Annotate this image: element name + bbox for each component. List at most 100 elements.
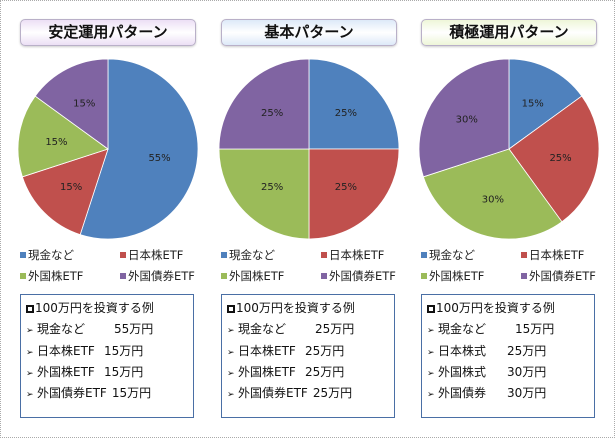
legend-swatch bbox=[421, 273, 427, 279]
arrow-bullet-icon: ➢ bbox=[26, 326, 34, 337]
example-row: ➢ 現金など 25万円 bbox=[227, 319, 389, 340]
example-row: ➢ 外国債券 30万円 bbox=[427, 383, 589, 404]
pie-chart: 15% 25% 30% 30% bbox=[418, 58, 600, 240]
legend-swatch bbox=[421, 252, 427, 258]
row-label: 外国株式 bbox=[438, 364, 487, 379]
arrow-bullet-icon: ➢ bbox=[427, 326, 435, 337]
legend-label: 外国株ETF bbox=[28, 269, 84, 283]
pie-slice bbox=[21, 148, 109, 236]
data-label: 15% bbox=[522, 98, 544, 109]
example-heading: 100万円を投資する例 bbox=[427, 298, 589, 319]
legend-swatch bbox=[120, 273, 126, 279]
data-label: 25% bbox=[335, 182, 357, 193]
row-label: 日本株ETF bbox=[37, 343, 95, 358]
example-row: ➢ 外国株ETF 15万円 bbox=[26, 362, 188, 383]
row-label: 外国株ETF bbox=[37, 364, 95, 379]
example-row: ➢ 外国株ETF 25万円 bbox=[227, 362, 389, 383]
arrow-bullet-icon: ➢ bbox=[26, 390, 34, 401]
arrow-bullet-icon: ➢ bbox=[26, 347, 34, 358]
pie-slice bbox=[17, 95, 109, 178]
legend-item: 外国債券ETF bbox=[321, 268, 396, 284]
legend-swatch bbox=[521, 273, 527, 279]
pattern-title: 安定運用パターン bbox=[20, 19, 196, 46]
data-label: 15% bbox=[60, 182, 82, 193]
arrow-bullet-icon: ➢ bbox=[26, 368, 34, 379]
arrow-bullet-icon: ➢ bbox=[227, 347, 235, 358]
legend-label: 現金など bbox=[28, 248, 74, 262]
example-row: ➢ 日本株式 25万円 bbox=[427, 341, 589, 362]
legend-item: 日本株ETF bbox=[321, 247, 384, 263]
legend-label: 外国株ETF bbox=[229, 269, 285, 283]
legend-label: 現金など bbox=[429, 248, 475, 262]
data-label: 15% bbox=[45, 137, 67, 148]
legend-swatch bbox=[20, 252, 26, 258]
legend-item: 外国債券ETF bbox=[120, 268, 195, 284]
legend-item: 外国株ETF bbox=[221, 268, 284, 284]
row-label: 日本株式 bbox=[438, 343, 487, 358]
legend-swatch bbox=[321, 252, 327, 258]
data-label: 25% bbox=[335, 108, 357, 119]
legend-swatch bbox=[321, 273, 327, 279]
legend-item: 現金など bbox=[221, 247, 275, 263]
legend-item: 現金など bbox=[421, 247, 475, 263]
example-row: ➢ 日本株ETF 25万円 bbox=[227, 341, 389, 362]
example-heading: 100万円を投資する例 bbox=[227, 298, 389, 319]
row-amount: 30万円 bbox=[507, 386, 547, 401]
pattern-title: 基本パターン bbox=[221, 19, 397, 46]
row-label: 外国債券 bbox=[438, 386, 487, 401]
row-label: 現金など bbox=[438, 322, 487, 337]
heading-text: 100万円を投資する例 bbox=[436, 301, 555, 315]
row-label: 日本株ETF bbox=[238, 343, 296, 358]
data-label: 55% bbox=[148, 153, 170, 164]
row-amount: 15万円 bbox=[104, 343, 144, 358]
pie-slice bbox=[218, 58, 310, 150]
legend-swatch bbox=[221, 273, 227, 279]
arrow-bullet-icon: ➢ bbox=[427, 347, 435, 358]
row-amount: 15万円 bbox=[111, 386, 152, 401]
arrow-bullet-icon: ➢ bbox=[427, 368, 435, 379]
row-label: 現金など bbox=[238, 322, 287, 337]
pie-slice bbox=[418, 58, 510, 178]
pie-slice bbox=[508, 95, 600, 223]
legend-label: 外国債券ETF bbox=[329, 269, 396, 283]
row-label: 外国株ETF bbox=[238, 364, 296, 379]
pattern-column: 安定運用パターン 55% 15% 15% 15% 現金など 日本株ETF 外国株ETF 外国債券… bbox=[17, 1, 199, 437]
example-row: ➢ 外国債券ETF 15万円 bbox=[26, 383, 188, 404]
row-amount: 30万円 bbox=[507, 364, 547, 379]
legend-swatch bbox=[221, 252, 227, 258]
legend-item: 外国株ETF bbox=[20, 268, 83, 284]
pie-slice bbox=[79, 58, 199, 240]
row-amount: 25万円 bbox=[312, 386, 353, 401]
row-amount: 25万円 bbox=[305, 364, 345, 379]
example-row: ➢ 現金など 15万円 bbox=[427, 319, 589, 340]
legend-swatch bbox=[20, 273, 26, 279]
legend-label: 外国債券ETF bbox=[529, 269, 596, 283]
pie-chart: 55% 15% 15% 15% bbox=[17, 58, 199, 240]
legend-label: 外国債券ETF bbox=[128, 269, 195, 283]
heading-text: 100万円を投資する例 bbox=[35, 301, 154, 315]
investment-example-box: 100万円を投資する例 ➢ 現金など 25万円 ➢ 日本株ETF 25万円 ➢ 外国株ETF 25… bbox=[221, 294, 395, 418]
legend-item: 外国債券ETF bbox=[521, 268, 596, 284]
legend-label: 現金など bbox=[229, 248, 275, 262]
example-row: ➢ 日本株ETF 15万円 bbox=[26, 341, 188, 362]
data-label: 30% bbox=[456, 114, 478, 125]
legend-label: 日本株ETF bbox=[329, 248, 385, 262]
legend-label: 日本株ETF bbox=[529, 248, 585, 262]
pattern-title: 積極運用パターン bbox=[421, 19, 597, 46]
data-label: 15% bbox=[73, 98, 95, 109]
pie-slice bbox=[308, 148, 400, 240]
pie-slice bbox=[422, 148, 563, 240]
arrow-bullet-icon: ➢ bbox=[227, 326, 235, 337]
legend-item: 現金など bbox=[20, 247, 74, 263]
pattern-column: 積極運用パターン 15% 25% 30% 30% 現金など 日本株ETF 外国株ETF 外国債券… bbox=[418, 1, 600, 437]
arrow-bullet-icon: ➢ bbox=[427, 390, 435, 401]
investment-example-box: 100万円を投資する例 ➢ 現金など 55万円 ➢ 日本株ETF 15万円 ➢ 外国株ETF 15… bbox=[20, 294, 194, 418]
row-amount: 15万円 bbox=[104, 364, 144, 379]
legend-item: 日本株ETF bbox=[120, 247, 183, 263]
legend-swatch bbox=[120, 252, 126, 258]
data-label: 25% bbox=[549, 153, 571, 164]
row-label: 外国債券ETF bbox=[238, 386, 308, 401]
checkbox-bullet-icon bbox=[26, 304, 34, 313]
arrow-bullet-icon: ➢ bbox=[227, 390, 235, 401]
